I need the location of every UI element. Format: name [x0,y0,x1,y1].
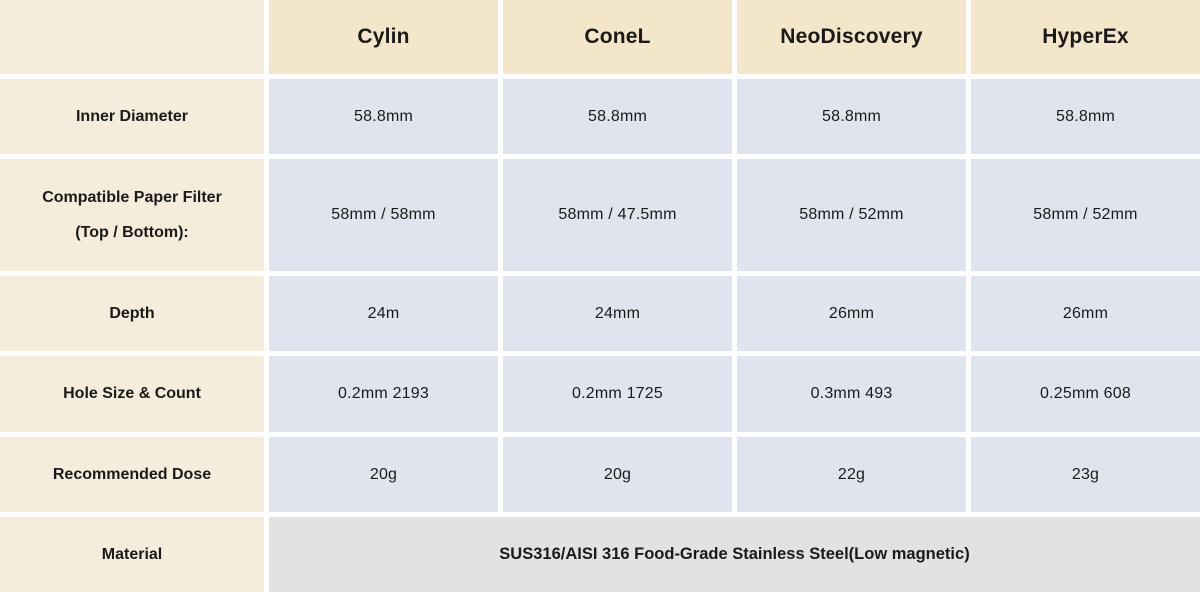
cell-dose-cylin: 20g [269,437,498,512]
row-label-text-line2: (Top / Bottom): [75,223,189,241]
row-label-text: Compatible Paper Filter [42,188,222,206]
cell-depth-neodiscovery: 26mm [737,276,966,351]
row-label-depth: Depth [0,276,264,351]
cell-hole-size-conel: 0.2mm 1725 [503,356,732,432]
cell-hole-size-hyperex: 0.25mm 608 [971,356,1200,432]
cell-paper-filter-hyperex: 58mm / 52mm [971,159,1200,271]
cell-paper-filter-conel: 58mm / 47.5mm [503,159,732,271]
cell-hole-size-neodiscovery: 0.3mm 493 [737,356,966,432]
column-header-neodiscovery: NeoDiscovery [737,0,966,74]
row-label-hole-size-count: Hole Size & Count [0,356,264,432]
column-header-cylin: Cylin [269,0,498,74]
corner-cell [0,0,264,74]
cell-dose-neodiscovery: 22g [737,437,966,512]
column-header-conel: ConeL [503,0,732,74]
row-label-text: Hole Size & Count [63,385,201,403]
cell-dose-conel: 20g [503,437,732,512]
cell-paper-filter-cylin: 58mm / 58mm [269,159,498,271]
cell-dose-hyperex: 23g [971,437,1200,512]
cell-inner-diameter-cylin: 58.8mm [269,79,498,154]
cell-depth-cylin: 24m [269,276,498,351]
row-label-paper-filter: Compatible Paper Filter (Top / Bottom): [0,159,264,271]
cell-depth-hyperex: 26mm [971,276,1200,351]
row-label-text: Recommended Dose [52,465,212,483]
cell-inner-diameter-conel: 58.8mm [503,79,732,154]
cell-hole-size-cylin: 0.2mm 2193 [269,356,498,432]
cell-material-value: SUS316/AISI 316 Food-Grade Stainless Ste… [269,517,1200,592]
row-label-recommended-dose: Recommended Dose [0,437,264,512]
cell-inner-diameter-neodiscovery: 58.8mm [737,79,966,154]
row-label-text: Inner Diameter [75,107,189,125]
row-label-text: Depth [109,304,155,322]
row-label-material: Material [0,517,264,592]
column-header-hyperex: HyperEx [971,0,1200,74]
row-label-text: Material [101,545,163,563]
row-label-inner-diameter: Inner Diameter [0,79,264,154]
cell-paper-filter-neodiscovery: 58mm / 52mm [737,159,966,271]
cell-inner-diameter-hyperex: 58.8mm [971,79,1200,154]
cell-depth-conel: 24mm [503,276,732,351]
